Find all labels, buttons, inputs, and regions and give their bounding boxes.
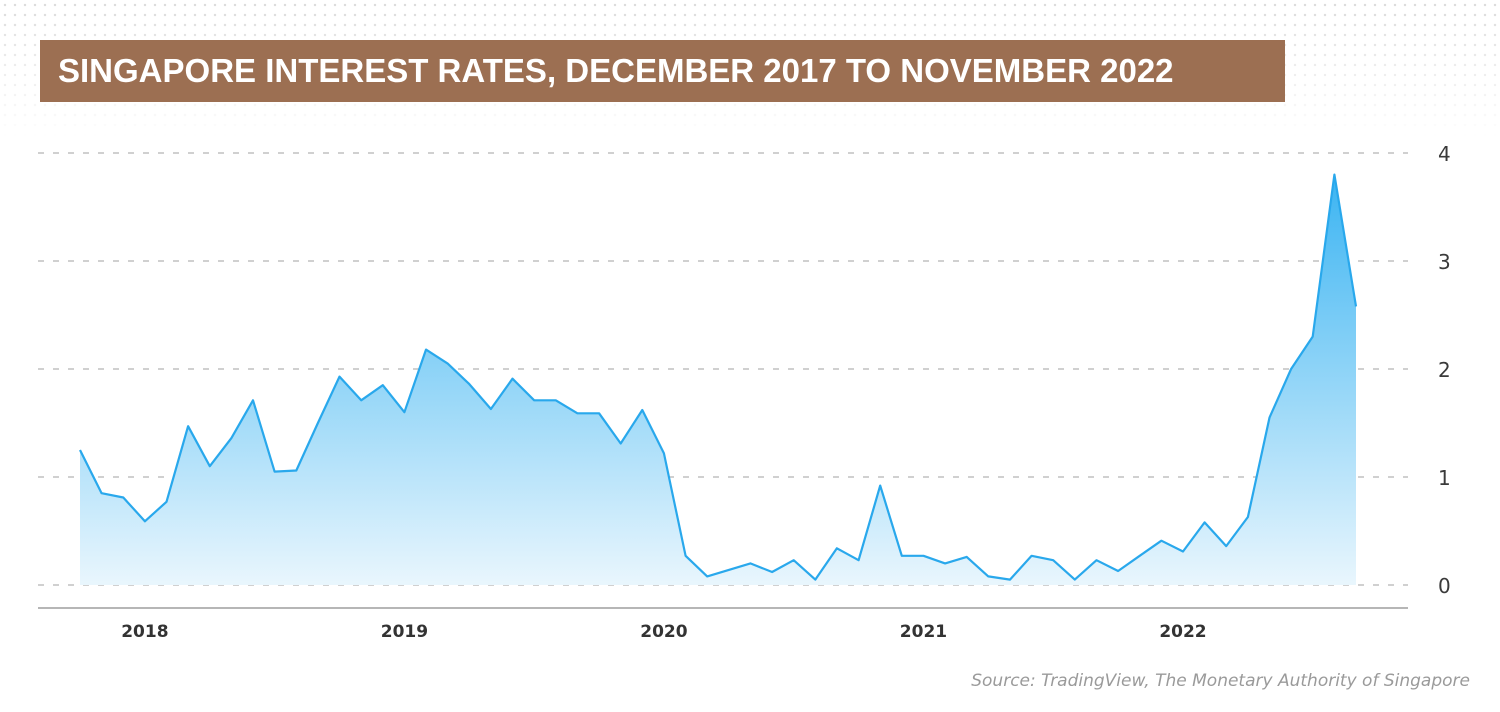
chart-title: SINGAPORE INTEREST RATES, DECEMBER 2017 … [40, 40, 1285, 102]
area-fill [80, 174, 1356, 585]
y-tick-label: 1 [1438, 466, 1451, 490]
x-tick-label: 2020 [640, 622, 687, 642]
y-tick-label: 2 [1438, 358, 1451, 382]
x-tick-label: 2019 [381, 622, 428, 642]
y-tick-label: 3 [1438, 250, 1451, 274]
x-axis-ticks: 2018 2019 2020 2021 2022 [121, 622, 1206, 642]
x-tick-label: 2022 [1159, 622, 1206, 642]
source-note: Source: TradingView, The Monetary Author… [971, 671, 1470, 691]
x-tick-label: 2018 [121, 622, 168, 642]
y-tick-label: 0 [1438, 574, 1451, 598]
y-tick-label: 4 [1438, 142, 1451, 166]
series-line [79, 173, 1358, 581]
x-tick-label: 2021 [900, 622, 947, 642]
y-axis-ticks: 0 1 2 3 4 [1438, 142, 1451, 598]
